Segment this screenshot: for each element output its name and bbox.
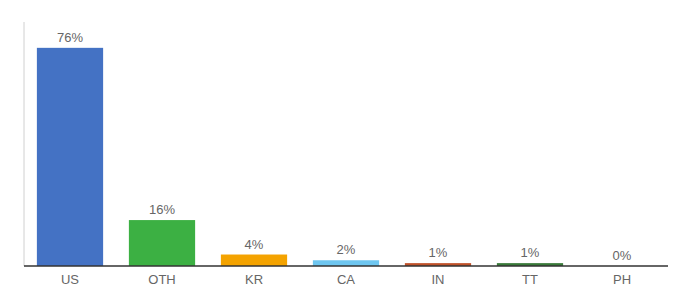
data-label: 4%: [245, 237, 264, 252]
bar: [129, 220, 195, 266]
bar: [37, 48, 103, 266]
bar: [313, 260, 379, 266]
x-tick-label: CA: [337, 272, 355, 287]
x-tick-label: US: [61, 272, 79, 287]
data-label: 76%: [57, 30, 83, 45]
data-label: 1%: [429, 245, 448, 260]
x-tick-label: PH: [613, 272, 631, 287]
chart-container: US 76% OTH 16% KR 4% CA 2% IN 1% TT 1% PH 0%: [0, 0, 680, 300]
data-label: 0%: [613, 248, 632, 263]
x-tick-label: IN: [432, 272, 445, 287]
data-label: 2%: [337, 242, 356, 257]
data-label: 1%: [521, 245, 540, 260]
y-axis-line: [24, 22, 25, 266]
x-axis-line: [24, 265, 668, 267]
x-tick-label: KR: [245, 272, 263, 287]
chart: US 76% OTH 16% KR 4% CA 2% IN 1% TT 1% PH 0%: [0, 0, 680, 300]
x-tick-label: OTH: [148, 272, 175, 287]
data-label: 16%: [149, 202, 175, 217]
bar: [221, 255, 287, 266]
x-tick-label: TT: [522, 272, 538, 287]
bars: [37, 48, 563, 266]
